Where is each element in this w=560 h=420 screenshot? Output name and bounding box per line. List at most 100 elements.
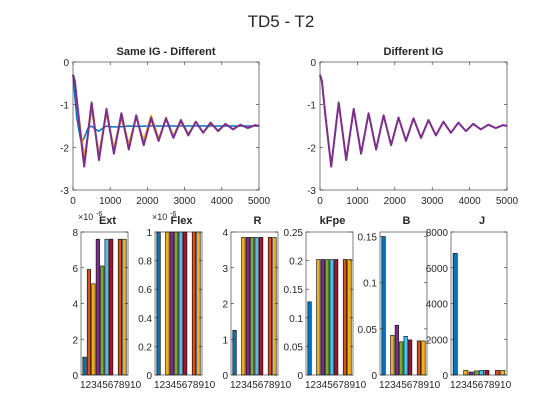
y-tick-label: -1 (307, 101, 316, 112)
y-tick-label: -2 (307, 143, 316, 154)
bar-plot-b (380, 232, 427, 375)
y-tick-label: 4 (72, 300, 78, 311)
bar (246, 237, 250, 375)
bar (495, 370, 499, 375)
bar (170, 232, 174, 375)
x-tick-labels: 12345678910 (80, 380, 142, 391)
y-tick-label: 6000 (426, 264, 449, 275)
figure-title: TD5 - T2 (248, 12, 315, 31)
y-tick-label: 0.05 (284, 342, 304, 353)
bar-plot-r (231, 232, 278, 375)
x-tick-label: 5000 (248, 196, 271, 207)
y-tick-label: -1 (60, 101, 69, 112)
y-tick-label: 2000 (426, 335, 449, 346)
bar (273, 237, 277, 375)
plot-title: J (479, 215, 485, 227)
line-plot-2 (320, 62, 507, 190)
bar-plot-ext (81, 232, 128, 375)
plot-frame (320, 62, 507, 190)
line-plot-1 (73, 62, 259, 190)
y-tick-label: 8000 (426, 228, 449, 239)
y-tick-label: -2 (60, 143, 69, 154)
bar (343, 260, 347, 376)
bar (474, 371, 478, 375)
y-tick-label: 0 (297, 371, 303, 382)
y-tick-label: 4 (222, 228, 228, 239)
bar-plot-kfpe (306, 232, 353, 375)
bar (395, 325, 399, 375)
bar-plot-j (451, 232, 507, 375)
y-tick-label: 0 (442, 371, 448, 382)
bar (308, 302, 312, 375)
bar (166, 232, 170, 375)
bar (259, 237, 263, 375)
bar (417, 341, 421, 375)
bar (109, 239, 113, 375)
plot-title: B (403, 215, 411, 227)
bar (404, 336, 408, 375)
bar-plot-flex (155, 232, 202, 375)
y-tick-label: 0 (222, 371, 228, 382)
y-tick-label: 0.1 (289, 314, 303, 325)
bar (83, 357, 87, 375)
plot-title: Different IG (384, 46, 444, 58)
exponent-power: -6 (96, 211, 102, 218)
plot-title: Same IG - Different (116, 46, 215, 58)
x-tick-label: 1000 (99, 196, 122, 207)
bar (92, 284, 96, 375)
y-tick-label: 0 (72, 371, 78, 382)
y-tick-label: 0.2 (138, 342, 152, 353)
bar (157, 232, 161, 375)
bar (123, 239, 127, 375)
y-tick-label: 1 (222, 335, 228, 346)
exponent-label: ×10 (152, 212, 167, 222)
bar (464, 370, 468, 375)
y-tick-label: 0 (63, 58, 69, 69)
series-line (320, 75, 507, 167)
plot-frame (451, 232, 507, 375)
bar (334, 260, 338, 376)
exponent-label: ×10 (78, 212, 93, 222)
y-tick-label: -3 (307, 186, 316, 197)
bar (453, 253, 457, 375)
bar (255, 237, 259, 375)
bar (348, 260, 352, 376)
y-tick-label: 0.25 (284, 228, 304, 239)
bar (321, 260, 325, 376)
y-tick-label: 0 (371, 371, 377, 382)
bar (242, 237, 246, 375)
y-tick-label: 8 (72, 228, 78, 239)
x-tick-labels: 12345678910 (230, 380, 292, 391)
y-tick-label: 2 (72, 335, 78, 346)
x-tick-label: 3000 (421, 196, 444, 207)
bar (400, 342, 404, 375)
x-tick-labels: 12345678910 (305, 380, 367, 391)
y-tick-label: 3 (222, 264, 228, 275)
bar (87, 270, 91, 376)
bar (469, 372, 473, 375)
bar (268, 237, 272, 375)
bar (408, 340, 412, 375)
bar (382, 237, 386, 375)
y-tick-label: -3 (60, 186, 69, 197)
x-tick-label: 0 (317, 196, 323, 207)
x-tick-label: 5000 (496, 196, 519, 207)
y-tick-label: 0.05 (358, 325, 378, 336)
bar (326, 260, 330, 376)
y-tick-label: 0.6 (138, 285, 152, 296)
y-tick-label: 6 (72, 264, 78, 275)
y-tick-label: 0.2 (289, 257, 303, 268)
y-tick-label: 0.8 (138, 257, 152, 268)
bar (391, 335, 395, 375)
bar (330, 260, 334, 376)
plot-title: kFpe (320, 215, 346, 227)
bar (179, 232, 183, 375)
bar (183, 232, 187, 375)
bar (175, 232, 179, 375)
bar (485, 370, 489, 375)
y-tick-label: 2 (222, 300, 228, 311)
bar (192, 232, 196, 375)
bar (422, 341, 426, 375)
x-tick-label: 1000 (346, 196, 369, 207)
